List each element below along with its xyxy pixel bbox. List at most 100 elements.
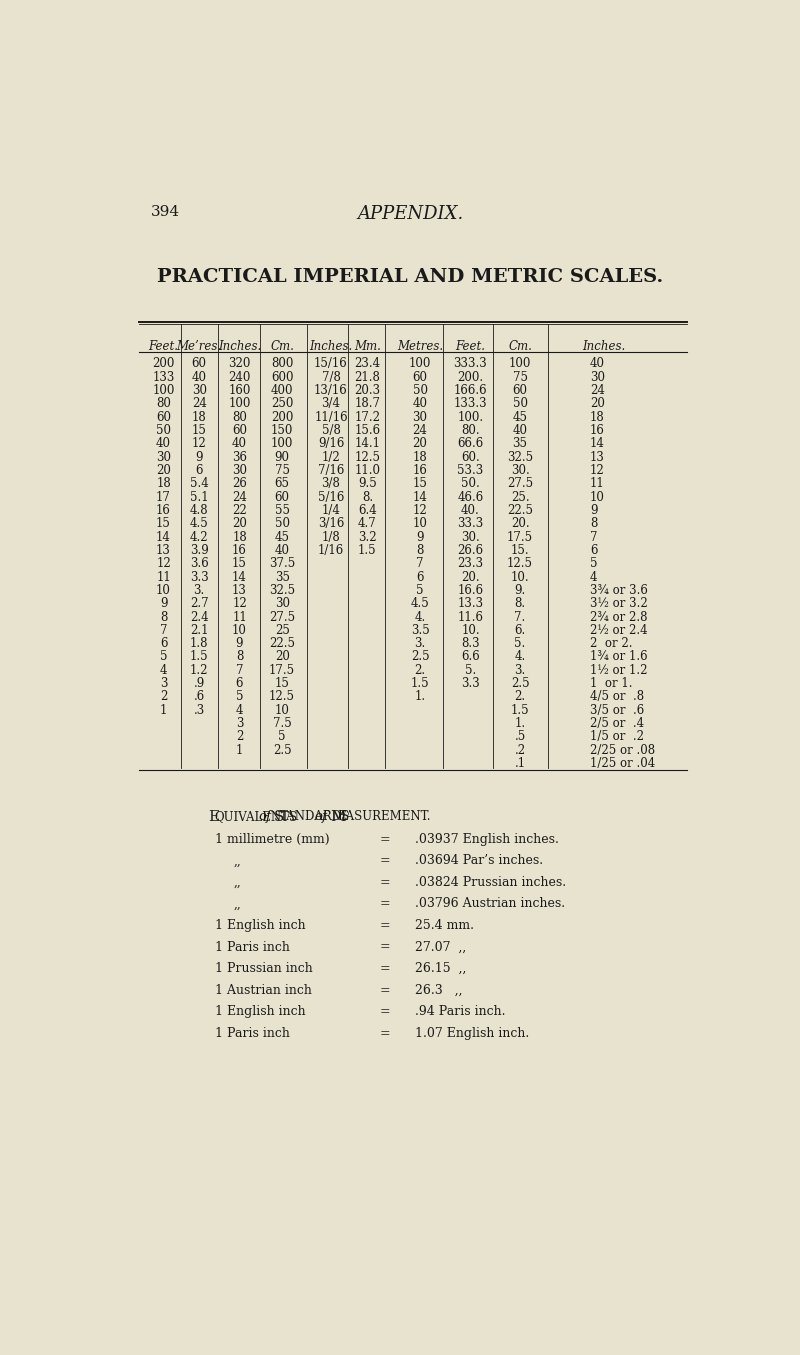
Text: 2: 2 <box>160 691 167 703</box>
Text: 7: 7 <box>236 664 243 676</box>
Text: 45: 45 <box>513 411 527 424</box>
Text: 80: 80 <box>232 411 247 424</box>
Text: 240: 240 <box>228 371 250 383</box>
Text: 40: 40 <box>413 397 427 411</box>
Text: 1 Paris inch: 1 Paris inch <box>214 1027 290 1039</box>
Text: 22.5: 22.5 <box>269 637 295 650</box>
Text: 15: 15 <box>413 477 427 491</box>
Text: 16: 16 <box>156 504 171 518</box>
Text: 400: 400 <box>271 383 294 397</box>
Text: 9: 9 <box>590 504 598 518</box>
Text: 24: 24 <box>590 383 605 397</box>
Text: 33.3: 33.3 <box>458 518 483 530</box>
Text: .1: .1 <box>514 757 526 770</box>
Text: 2: 2 <box>236 730 243 744</box>
Text: 9.5: 9.5 <box>358 477 377 491</box>
Text: 3.2: 3.2 <box>358 531 377 543</box>
Text: 1.07 English inch.: 1.07 English inch. <box>414 1027 529 1039</box>
Text: 4.5: 4.5 <box>190 518 209 530</box>
Text: 1/5 or  .2: 1/5 or .2 <box>590 730 644 744</box>
Text: 100: 100 <box>409 358 431 370</box>
Text: 15: 15 <box>274 678 290 690</box>
Text: 1/2: 1/2 <box>322 451 340 463</box>
Text: 6: 6 <box>195 463 203 477</box>
Text: 7.: 7. <box>514 611 526 623</box>
Text: 10: 10 <box>590 491 605 504</box>
Text: 65: 65 <box>274 477 290 491</box>
Text: .03937 English inches.: .03937 English inches. <box>414 833 558 846</box>
Text: 5/16: 5/16 <box>318 491 344 504</box>
Text: 1  or 1.: 1 or 1. <box>590 678 632 690</box>
Text: 26.3   ,,: 26.3 ,, <box>414 984 462 997</box>
Text: 10.: 10. <box>461 623 480 637</box>
Text: 30: 30 <box>590 371 605 383</box>
Text: 30: 30 <box>413 411 427 424</box>
Text: 1: 1 <box>160 703 167 717</box>
Text: .2: .2 <box>514 744 526 756</box>
Text: M: M <box>330 810 346 824</box>
Text: =: = <box>380 940 390 954</box>
Text: 7.5: 7.5 <box>273 717 291 730</box>
Text: 6.: 6. <box>514 623 526 637</box>
Text: 8: 8 <box>590 518 597 530</box>
Text: 3/5 or  .6: 3/5 or .6 <box>590 703 644 717</box>
Text: 24: 24 <box>413 424 427 438</box>
Text: 6: 6 <box>416 570 424 584</box>
Text: 10: 10 <box>413 518 427 530</box>
Text: 20: 20 <box>232 518 247 530</box>
Text: 30: 30 <box>274 598 290 610</box>
Text: .9: .9 <box>194 678 205 690</box>
Text: 30.: 30. <box>461 531 480 543</box>
Text: 1/25 or .04: 1/25 or .04 <box>590 757 655 770</box>
Text: 3.6: 3.6 <box>190 557 209 570</box>
Text: =: = <box>380 984 390 997</box>
Text: =: = <box>380 833 390 846</box>
Text: 12: 12 <box>156 557 171 570</box>
Text: 250: 250 <box>271 397 294 411</box>
Text: 3½ or 3.2: 3½ or 3.2 <box>590 598 647 610</box>
Text: 1.8: 1.8 <box>190 637 209 650</box>
Text: 60.: 60. <box>461 451 480 463</box>
Text: 40: 40 <box>156 438 171 450</box>
Text: 2.5: 2.5 <box>410 650 430 664</box>
Text: 16: 16 <box>590 424 605 438</box>
Text: 11: 11 <box>156 570 171 584</box>
Text: 15/16: 15/16 <box>314 358 348 370</box>
Text: 1.5: 1.5 <box>410 678 430 690</box>
Text: 4.7: 4.7 <box>358 518 377 530</box>
Text: 14: 14 <box>413 491 427 504</box>
Text: 100: 100 <box>509 358 531 370</box>
Text: 1 English inch: 1 English inch <box>214 919 306 932</box>
Text: PRACTICAL IMPERIAL AND METRIC SCALES.: PRACTICAL IMPERIAL AND METRIC SCALES. <box>157 268 663 286</box>
Text: 20: 20 <box>274 650 290 664</box>
Text: 32.5: 32.5 <box>507 451 533 463</box>
Text: .03796 Austrian inches.: .03796 Austrian inches. <box>414 897 565 911</box>
Text: 18: 18 <box>232 531 247 543</box>
Text: 1.: 1. <box>414 691 426 703</box>
Text: 11.0: 11.0 <box>354 463 380 477</box>
Text: 100: 100 <box>228 397 250 411</box>
Text: 23.3: 23.3 <box>458 557 483 570</box>
Text: 1 Austrian inch: 1 Austrian inch <box>214 984 311 997</box>
Text: 100: 100 <box>271 438 294 450</box>
Text: 10: 10 <box>232 623 247 637</box>
Text: 7: 7 <box>160 623 167 637</box>
Text: 25.4 mm.: 25.4 mm. <box>414 919 474 932</box>
Text: 7: 7 <box>416 557 424 570</box>
Text: 27.5: 27.5 <box>269 611 295 623</box>
Text: 5/8: 5/8 <box>322 424 340 438</box>
Text: 10: 10 <box>274 703 290 717</box>
Text: 4.8: 4.8 <box>190 504 209 518</box>
Text: 30: 30 <box>192 383 206 397</box>
Text: 100: 100 <box>152 383 174 397</box>
Text: QUIVALENTS: QUIVALENTS <box>214 810 298 822</box>
Text: =: = <box>380 875 390 889</box>
Text: 46.6: 46.6 <box>458 491 483 504</box>
Text: 24: 24 <box>192 397 206 411</box>
Text: 1.: 1. <box>514 717 526 730</box>
Text: 4/5 or  .8: 4/5 or .8 <box>590 691 644 703</box>
Text: S: S <box>274 810 284 824</box>
Text: 60: 60 <box>413 371 427 383</box>
Text: 50: 50 <box>413 383 427 397</box>
Text: 3.: 3. <box>514 664 526 676</box>
